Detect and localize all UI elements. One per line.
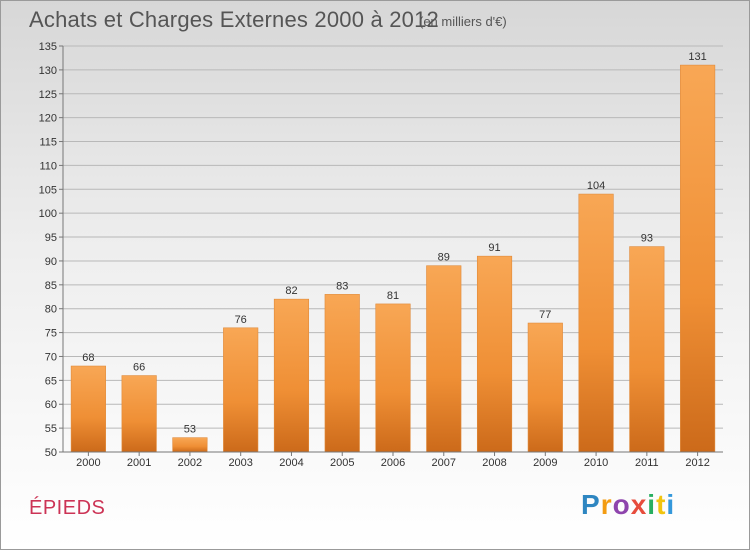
- x-tick-label: 2001: [127, 457, 151, 469]
- y-tick-label: 65: [45, 375, 57, 387]
- bar-2007: [426, 265, 462, 453]
- value-label: 68: [82, 352, 94, 364]
- value-label: 91: [488, 242, 500, 254]
- bar-2004: [273, 298, 310, 453]
- bars-layer: [70, 64, 716, 453]
- bar-2003: [223, 327, 259, 453]
- value-label: 104: [587, 180, 605, 192]
- x-tick-label: 2004: [279, 457, 303, 469]
- value-label: 66: [133, 362, 145, 374]
- y-tick-label: 130: [39, 65, 57, 77]
- x-tick-label: 2012: [685, 457, 709, 469]
- x-tick-label: 2007: [432, 457, 456, 469]
- labels-layer: 68 66 53 76 82 83 81 89 91 77 104 93 131: [82, 51, 707, 436]
- x-tick-label: 2009: [533, 457, 557, 469]
- value-label: 83: [336, 280, 348, 292]
- y-tick-label: 110: [39, 160, 57, 172]
- y-tick-label: 105: [39, 184, 57, 196]
- y-tick-label: 80: [45, 304, 57, 316]
- value-label: 89: [438, 252, 450, 264]
- x-tick-label: 2006: [381, 457, 405, 469]
- y-tick-label: 85: [45, 280, 57, 292]
- x-tick-label: 2005: [330, 457, 354, 469]
- x-tick-label: 2000: [76, 457, 100, 469]
- bar-2010: [578, 193, 614, 453]
- bar-2008: [476, 255, 513, 453]
- chart-subtitle: (en milliers d'€): [419, 14, 507, 29]
- bar-2000: [70, 365, 106, 453]
- y-tick-label: 115: [39, 137, 57, 149]
- logo-letter: o: [612, 489, 631, 520]
- bar-2002: [172, 437, 208, 453]
- bar-2012: [680, 64, 716, 453]
- x-tick-label: 2011: [635, 457, 659, 469]
- proxiti-logo: Proxiti: [581, 489, 675, 521]
- y-tick-label: 70: [45, 351, 57, 363]
- value-label: 53: [184, 424, 196, 436]
- commune-name: ÉPIEDS: [29, 497, 106, 519]
- x-tick-label: 2002: [178, 457, 202, 469]
- chart-title: Achats et Charges Externes 2000 à 2012: [29, 7, 439, 32]
- y-tick-label: 90: [45, 256, 57, 268]
- value-label: 93: [641, 233, 653, 245]
- y-tick-label: 100: [39, 208, 57, 220]
- y-tick-label: 125: [39, 89, 57, 101]
- x-tick-label: 2010: [584, 457, 608, 469]
- logo-letter: t: [656, 489, 667, 520]
- logo-letter: x: [630, 489, 648, 520]
- bar-2011: [629, 246, 665, 453]
- axis-layer: 50 55 60 65 70 75 80 85 90 95 100 105 110 115 120 125 13…: [39, 41, 723, 469]
- y-tick-label: 135: [39, 41, 57, 53]
- bar-2005: [324, 294, 360, 453]
- logo-letter: r: [600, 489, 613, 520]
- logo-letter: P: [581, 489, 601, 520]
- logo-letter: i: [647, 489, 657, 520]
- value-label: 76: [235, 314, 247, 326]
- bar-2001: [121, 375, 157, 453]
- logo-letter: i: [666, 489, 676, 520]
- value-label: 81: [387, 290, 399, 302]
- y-tick-label: 120: [39, 113, 57, 125]
- value-label: 82: [285, 285, 297, 297]
- value-label: 131: [688, 51, 706, 63]
- y-tick-label: 95: [45, 232, 57, 244]
- y-tick-label: 50: [45, 447, 57, 459]
- x-tick-label: 2008: [482, 457, 506, 469]
- y-tick-label: 60: [45, 399, 57, 411]
- value-label: 77: [539, 309, 551, 321]
- y-tick-label: 75: [45, 328, 57, 340]
- bar-2006: [375, 303, 411, 453]
- y-tick-label: 55: [45, 423, 57, 435]
- bar-2009: [527, 322, 563, 453]
- x-tick-label: 2003: [228, 457, 252, 469]
